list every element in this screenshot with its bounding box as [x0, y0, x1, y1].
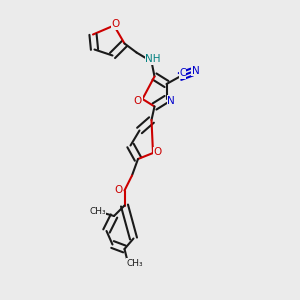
Text: O: O	[134, 95, 142, 106]
Text: N: N	[167, 95, 175, 106]
Text: O: O	[153, 147, 162, 158]
Text: N: N	[192, 65, 200, 76]
Text: CH₃: CH₃	[89, 207, 106, 216]
Text: O: O	[111, 19, 120, 29]
Text: NH: NH	[145, 54, 161, 64]
Text: CH₃: CH₃	[127, 259, 143, 268]
Text: C: C	[179, 68, 186, 79]
Text: O: O	[114, 184, 123, 195]
